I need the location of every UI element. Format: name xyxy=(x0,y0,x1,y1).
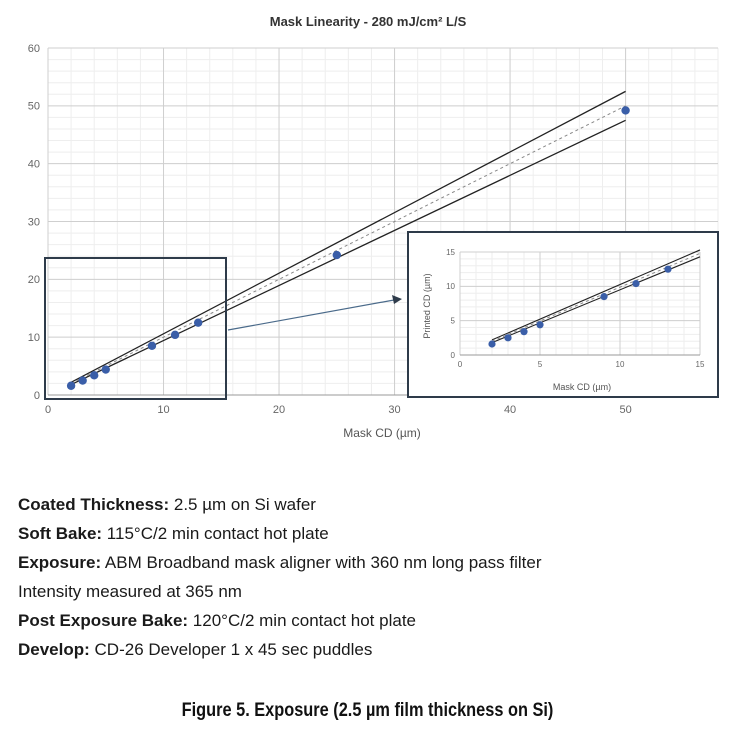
main-data-point xyxy=(90,371,99,380)
condition-post-exposure-bake: Post Exposure Bake: 120°C/2 min contact … xyxy=(18,611,416,630)
condition-develop: Develop: CD-26 Developer 1 x 45 sec pudd… xyxy=(18,640,373,659)
main-reference-line-solid xyxy=(70,90,626,383)
main-data-point xyxy=(147,341,157,351)
chart-area: Mask Linearity - 280 mJ/cm² L/S 0 10 20 30 4… xyxy=(28,14,719,440)
figure-caption: Figure 5. Exposure (2.5 µm film thicknes… xyxy=(181,700,554,721)
inset-x-tick-label: 5 xyxy=(538,360,543,369)
inset-data-point xyxy=(488,340,496,348)
condition-coated-thickness: Coated Thickness: 2.5 µm on Si wafer xyxy=(18,495,316,514)
main-x-tick-label: 30 xyxy=(388,404,400,416)
main-data-point xyxy=(193,318,203,327)
main-y-tick-label: 0 xyxy=(34,390,40,402)
main-data-point xyxy=(170,330,180,340)
inset-y-tick-label: 10 xyxy=(446,282,455,291)
inset-data-point xyxy=(600,293,608,301)
main-data-point xyxy=(78,376,87,385)
main-data-point xyxy=(101,365,110,374)
process-conditions: Coated Thickness: 2.5 µm on Si wafer Sof… xyxy=(18,490,728,664)
inset-data-point xyxy=(504,334,512,342)
main-reference-line-solid xyxy=(70,119,626,386)
inset-x-axis-label: Mask CD (µm) xyxy=(553,382,611,392)
main-reference-lines xyxy=(70,90,626,386)
main-reference-line-dashed xyxy=(70,105,626,384)
inset-y-axis-label: Printed CD (µm) xyxy=(422,273,432,338)
inset-x-tick-label: 0 xyxy=(458,360,463,369)
main-x-tick-label: 20 xyxy=(273,404,285,416)
main-data-points xyxy=(66,106,630,390)
zoom-arrow-head xyxy=(392,295,402,304)
zoom-region-box xyxy=(44,257,227,400)
inset-y-tick-label: 0 xyxy=(451,351,456,360)
main-x-tick-labels: 0 10 20 30 40 50 xyxy=(45,404,632,416)
main-y-tick-label: 30 xyxy=(28,216,40,228)
condition-soft-bake: Soft Bake: 115°C/2 min contact hot plate xyxy=(18,524,329,543)
inset-data-point xyxy=(536,321,544,329)
main-y-tick-label: 50 xyxy=(28,101,40,113)
inset-data-point xyxy=(520,328,528,336)
main-data-point xyxy=(332,250,341,260)
main-y-tick-label: 40 xyxy=(28,159,40,171)
main-x-tick-label: 50 xyxy=(619,404,631,416)
main-data-point xyxy=(621,106,630,115)
condition-intensity: Intensity measured at 365 nm xyxy=(18,582,242,601)
inset-x-tick-labels: 0 5 10 15 xyxy=(458,360,705,369)
inset-y-tick-labels: 0 5 10 15 xyxy=(446,248,455,360)
inset-x-tick-label: 10 xyxy=(616,360,625,369)
inset-reference-line-solid xyxy=(491,249,701,341)
chart-title: Mask Linearity - 280 mJ/cm² L/S xyxy=(270,14,467,29)
main-y-tick-labels: 0 10 20 30 40 50 60 xyxy=(28,43,40,402)
main-data-point xyxy=(66,381,76,390)
inset-data-points xyxy=(488,265,672,348)
main-y-tick-label: 10 xyxy=(28,332,40,344)
inset-y-tick-label: 15 xyxy=(446,248,455,257)
main-y-tick-label: 60 xyxy=(28,43,40,55)
zoom-arrow-line xyxy=(227,299,395,331)
condition-exposure: Exposure: ABM Broadband mask aligner wit… xyxy=(18,553,542,572)
main-x-tick-label: 0 xyxy=(45,404,51,416)
mask-linearity-chart: Mask Linearity - 280 mJ/cm² L/S 0 10 20 30 4… xyxy=(28,14,719,440)
main-x-tick-label: 10 xyxy=(157,404,169,416)
main-y-tick-label: 20 xyxy=(28,274,40,286)
inset-data-point xyxy=(664,265,672,273)
inset-x-tick-label: 15 xyxy=(696,360,705,369)
main-x-axis-label: Mask CD (µm) xyxy=(343,426,421,440)
inset-gridlines xyxy=(459,251,701,356)
inset-y-tick-label: 5 xyxy=(451,316,456,325)
main-x-tick-label: 40 xyxy=(504,404,516,416)
inset-data-point xyxy=(632,279,640,288)
